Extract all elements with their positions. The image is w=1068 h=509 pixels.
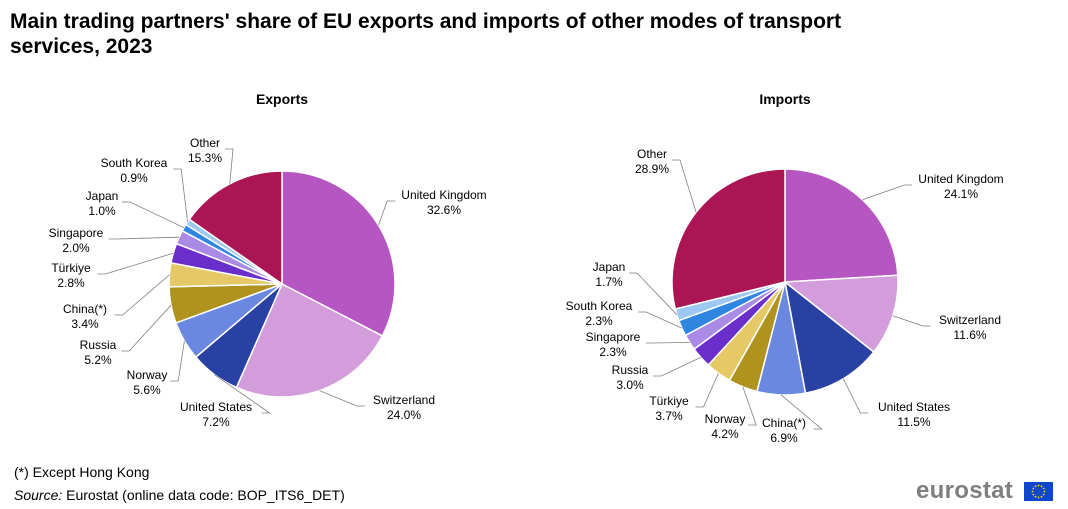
imports-label-south-korea: South Korea bbox=[566, 299, 633, 313]
imports-leader-singapore bbox=[645, 342, 690, 344]
imports-leader-south-korea bbox=[638, 311, 682, 329]
logo-text: eurostat bbox=[916, 477, 1014, 504]
exports-value-united-kingdom: 32.6% bbox=[427, 203, 461, 217]
exports-leader-united-states bbox=[214, 374, 271, 414]
imports-leader-russia bbox=[653, 357, 701, 377]
exports-label-t-rkiye: Türkiye bbox=[51, 261, 91, 275]
footnote: (*) Except Hong Kong bbox=[14, 464, 150, 480]
exports-chart-title: Exports bbox=[256, 91, 308, 107]
exports-value-singapore: 2.0% bbox=[62, 241, 90, 255]
imports-value-norway: 4.2% bbox=[711, 427, 739, 441]
imports-chart-title: Imports bbox=[759, 91, 811, 107]
imports-value-united-kingdom: 24.1% bbox=[944, 187, 978, 201]
exports-leader-switzerland bbox=[319, 390, 365, 407]
exports-label-united-states: United States bbox=[180, 400, 252, 414]
exports-value-switzerland: 24.0% bbox=[387, 408, 421, 422]
exports-value-t-rkiye: 2.8% bbox=[57, 276, 85, 290]
page-title: Main trading partners' share of EU expor… bbox=[10, 10, 842, 58]
imports-slice-united-kingdom bbox=[784, 168, 899, 283]
exports-leader-south-korea bbox=[173, 168, 188, 223]
exports-label-norway: Norway bbox=[127, 368, 168, 382]
imports-label-united-kingdom: United Kingdom bbox=[918, 172, 1003, 186]
exports-value-china: 3.4% bbox=[71, 317, 99, 331]
exports-label-switzerland: Switzerland bbox=[373, 393, 435, 407]
imports-leader-other bbox=[672, 159, 697, 213]
imports-leader-t-rkiye bbox=[695, 373, 719, 408]
imports-value-other: 28.9% bbox=[635, 162, 669, 176]
exports-value-other: 15.3% bbox=[188, 151, 222, 165]
exports-slice-other bbox=[188, 170, 283, 286]
imports-leader-united-kingdom bbox=[862, 184, 913, 201]
exports-label-russia: Russia bbox=[80, 338, 117, 352]
imports-label-singapore: Singapore bbox=[586, 330, 641, 344]
imports-value-japan: 1.7% bbox=[595, 275, 623, 289]
exports-value-south-korea: 0.9% bbox=[120, 171, 148, 185]
imports-label-japan: Japan bbox=[593, 260, 626, 274]
imports-label-united-states: United States bbox=[878, 400, 950, 414]
exports-leader-russia bbox=[121, 304, 172, 352]
exports-value-united-states: 7.2% bbox=[202, 415, 230, 429]
imports-value-russia: 3.0% bbox=[616, 378, 644, 392]
imports-label-russia: Russia bbox=[612, 363, 649, 377]
exports-value-russia: 5.2% bbox=[84, 353, 112, 367]
exports-value-japan: 1.0% bbox=[88, 204, 116, 218]
imports-leader-switzerland bbox=[892, 315, 931, 327]
imports-leader-china bbox=[780, 394, 823, 430]
exports-label-japan: Japan bbox=[86, 189, 119, 203]
imports-leader-japan bbox=[629, 272, 678, 316]
imports-value-china: 6.9% bbox=[770, 431, 798, 445]
imports-value-switzerland: 11.6% bbox=[953, 328, 986, 342]
exports-label-south-korea: South Korea bbox=[101, 156, 168, 170]
exports-leader-other bbox=[225, 148, 234, 184]
imports-label-norway: Norway bbox=[705, 412, 746, 426]
source-text: Eurostat (online data code: BOP_ITS6_DET… bbox=[66, 487, 345, 503]
exports-leader-singapore bbox=[108, 236, 180, 240]
source-label: Source: bbox=[14, 487, 63, 503]
exports-value-norway: 5.6% bbox=[133, 383, 161, 397]
source-note: Source: Eurostat (online data code: BOP_… bbox=[14, 487, 345, 503]
exports-leader-united-kingdom bbox=[378, 200, 396, 226]
imports-label-other: Other bbox=[637, 147, 667, 161]
imports-label-t-rkiye: Türkiye bbox=[649, 394, 689, 408]
exports-slice-united-kingdom bbox=[281, 170, 396, 337]
eu-flag-icon bbox=[1024, 482, 1053, 501]
exports-label-singapore: Singapore bbox=[49, 226, 104, 240]
exports-label-united-kingdom: United Kingdom bbox=[401, 188, 486, 202]
imports-value-singapore: 2.3% bbox=[599, 345, 627, 359]
exports-leader-china bbox=[114, 274, 170, 316]
imports-value-united-states: 11.5% bbox=[897, 415, 930, 429]
imports-leader-united-states bbox=[842, 378, 869, 414]
exports-label-china: China(*) bbox=[63, 302, 107, 316]
exports-slice-switzerland bbox=[235, 282, 384, 398]
imports-leader-norway bbox=[742, 386, 757, 426]
imports-value-south-korea: 2.3% bbox=[585, 314, 613, 328]
imports-label-switzerland: Switzerland bbox=[939, 313, 1001, 327]
imports-value-t-rkiye: 3.7% bbox=[655, 409, 683, 423]
imports-label-china: China(*) bbox=[762, 416, 806, 430]
exports-leader-norway bbox=[170, 340, 185, 382]
imports-slice-united-states bbox=[783, 280, 875, 395]
exports-leader-japan bbox=[122, 201, 185, 229]
exports-leader-t-rkiye bbox=[97, 252, 174, 275]
exports-label-other: Other bbox=[190, 136, 220, 150]
